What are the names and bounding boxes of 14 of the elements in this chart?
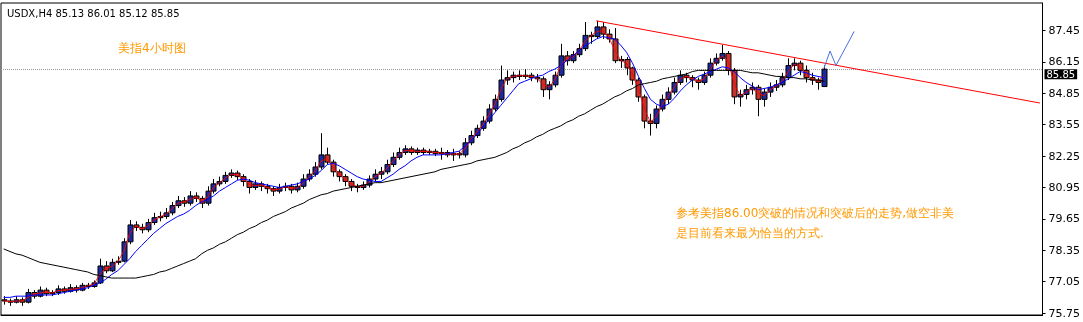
annotation: 美指4小时图 <box>118 41 186 55</box>
y-tick-label: 78.35 <box>1048 243 1081 257</box>
y-tick-label: 79.65 <box>1048 212 1081 226</box>
y-tick-label: 82.25 <box>1048 149 1081 163</box>
y-tick-label: 75.75 <box>1048 306 1081 320</box>
ref-line-label: 85.85 <box>1046 68 1076 80</box>
y-tick-label: 87.45 <box>1048 24 1081 38</box>
chart-title: USDX,H4 85.13 86.01 85.12 85.85 <box>7 7 180 19</box>
y-tick-label: 84.85 <box>1048 86 1081 100</box>
y-tick-label: 83.55 <box>1048 118 1081 132</box>
y-tick-label: 80.95 <box>1048 181 1081 194</box>
annotation: 参考美指86.00突破的情况和突破后的走势,做空非美是目前看来最为恰当的方式. <box>676 206 955 240</box>
y-tick-label: 86.15 <box>1048 55 1081 69</box>
y-tick-label: 77.05 <box>1048 275 1081 289</box>
